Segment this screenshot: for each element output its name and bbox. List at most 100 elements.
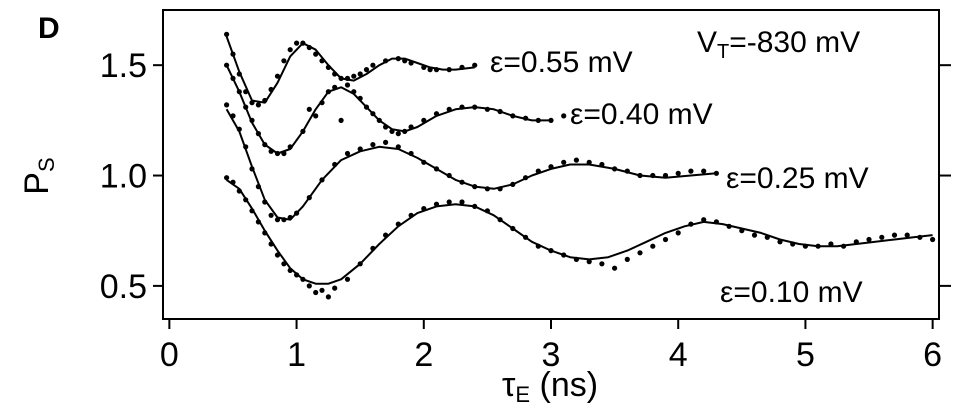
data-point bbox=[446, 172, 452, 179]
data-point bbox=[230, 51, 236, 57]
data-point bbox=[268, 212, 274, 218]
data-point bbox=[274, 217, 281, 223]
data-point bbox=[395, 131, 401, 137]
data-point bbox=[224, 175, 230, 181]
data-point bbox=[751, 232, 758, 238]
data-point bbox=[599, 261, 605, 267]
data-point bbox=[484, 208, 490, 214]
data-point bbox=[249, 166, 255, 172]
data-point bbox=[357, 261, 363, 267]
data-point bbox=[274, 252, 281, 258]
data-point bbox=[612, 166, 618, 172]
data-point bbox=[561, 113, 567, 119]
data-point bbox=[395, 221, 401, 227]
data-point bbox=[408, 212, 414, 218]
annotations: ε=0.55 mV ε=0.40 mV ε=0.25 mV ε=0.10 mV VT=-… bbox=[490, 26, 924, 310]
x-tick-label: 4 bbox=[669, 336, 688, 374]
data-point bbox=[236, 71, 242, 77]
data-point bbox=[472, 203, 478, 209]
data-point bbox=[472, 62, 478, 68]
data-point bbox=[930, 236, 936, 243]
data-point bbox=[319, 100, 325, 106]
data-point bbox=[764, 234, 770, 240]
data-point bbox=[917, 234, 923, 240]
data-point bbox=[230, 75, 236, 81]
data-point bbox=[344, 276, 351, 282]
data-point bbox=[433, 201, 440, 207]
data-point bbox=[319, 58, 325, 64]
vt-annotation: VT=-830 mV bbox=[697, 26, 860, 63]
data-point bbox=[236, 188, 242, 194]
data-point bbox=[395, 56, 401, 62]
data-point bbox=[351, 73, 357, 79]
data-point bbox=[306, 283, 312, 289]
data-point bbox=[357, 146, 363, 152]
data-point bbox=[255, 219, 261, 225]
data-point bbox=[287, 47, 293, 53]
data-point bbox=[828, 241, 834, 247]
data-point bbox=[739, 228, 745, 234]
data-point bbox=[351, 89, 357, 95]
data-point bbox=[268, 86, 274, 93]
data-point bbox=[395, 144, 401, 150]
data-point bbox=[255, 184, 261, 190]
data-point bbox=[573, 157, 580, 163]
y-axis-title: PS bbox=[18, 157, 59, 194]
x-axis-title-symbol: τ bbox=[502, 366, 516, 404]
data-point bbox=[459, 104, 465, 110]
data-point bbox=[472, 184, 478, 190]
x-tick-label: 3 bbox=[542, 336, 561, 374]
label-backdrop bbox=[716, 274, 924, 310]
data-point bbox=[313, 289, 319, 296]
data-point bbox=[287, 267, 293, 273]
series-label: ε=0.25 mV bbox=[726, 162, 869, 195]
panel-label: D bbox=[38, 12, 60, 45]
data-point bbox=[853, 239, 859, 245]
data-point bbox=[548, 117, 554, 123]
x-tick-label: 5 bbox=[796, 336, 815, 374]
data-point bbox=[287, 214, 293, 221]
data-point bbox=[586, 259, 592, 265]
data-point bbox=[313, 113, 319, 119]
data-point bbox=[268, 241, 274, 247]
data-point bbox=[650, 172, 656, 179]
data-point bbox=[383, 124, 389, 130]
x-tick-label: 6 bbox=[923, 336, 942, 374]
data-point bbox=[370, 111, 376, 117]
data-point bbox=[866, 236, 872, 243]
data-point bbox=[383, 58, 389, 64]
data-point bbox=[319, 287, 325, 293]
data-point bbox=[370, 142, 376, 148]
data-point bbox=[294, 40, 300, 46]
data-point bbox=[363, 67, 370, 73]
data-point bbox=[612, 265, 618, 271]
data-point bbox=[338, 75, 344, 81]
data-point bbox=[325, 89, 331, 95]
x-axis-title-subscript: E bbox=[515, 382, 530, 407]
data-point bbox=[281, 261, 287, 267]
data-point bbox=[802, 243, 809, 249]
data-point bbox=[599, 161, 605, 168]
data-point bbox=[459, 179, 465, 185]
data-point bbox=[408, 150, 414, 157]
data-point bbox=[650, 243, 656, 249]
x-axis-title: τE (ns) bbox=[502, 366, 598, 407]
data-point bbox=[262, 230, 268, 236]
data-point bbox=[357, 95, 363, 101]
data-point bbox=[421, 64, 427, 70]
data-point bbox=[879, 234, 885, 240]
vt-value: =-830 mV bbox=[729, 26, 860, 59]
data-point bbox=[523, 234, 529, 240]
data-point bbox=[523, 175, 529, 181]
data-point bbox=[262, 199, 268, 205]
data-point bbox=[548, 164, 554, 170]
data-point bbox=[224, 102, 230, 108]
data-point bbox=[510, 225, 516, 232]
data-point bbox=[402, 58, 408, 64]
data-point bbox=[287, 144, 293, 150]
data-point bbox=[726, 223, 732, 229]
data-point bbox=[637, 250, 643, 256]
data-point bbox=[389, 128, 395, 134]
data-point bbox=[243, 89, 249, 95]
data-point bbox=[243, 144, 249, 150]
